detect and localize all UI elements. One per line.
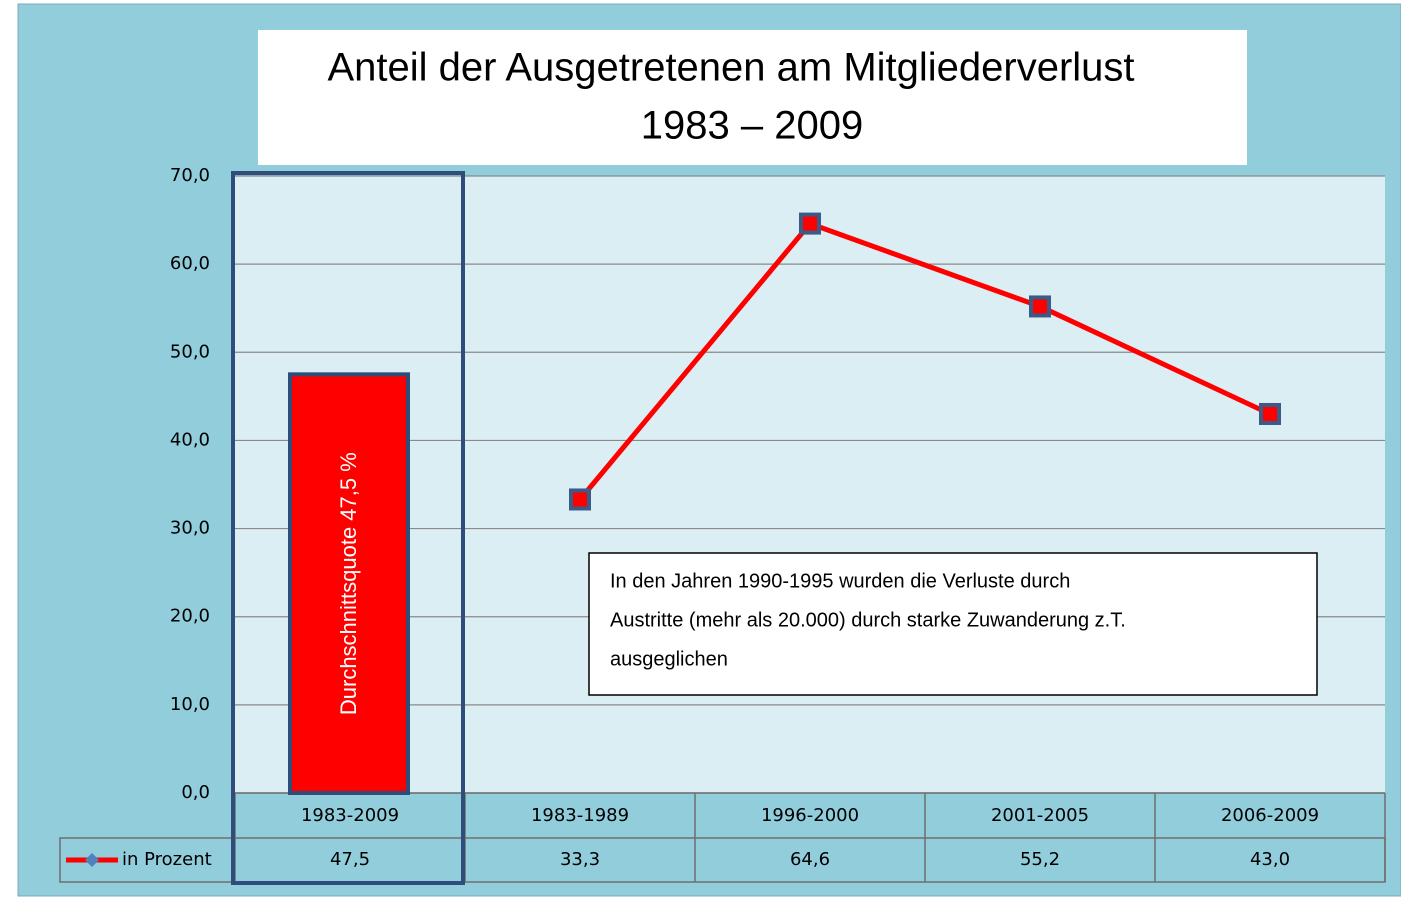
annotation: In den Jahren 1990-1995 wurden die Verlu… (610, 570, 1126, 670)
annotation-line: In den Jahren 1990-1995 wurden die Verlu… (610, 570, 1070, 592)
marker (569, 488, 591, 511)
title-box (258, 30, 1247, 165)
x-tick-label: 1983-2009 (301, 805, 399, 826)
marks: Durchschnittsquote 47,5 % (288, 212, 1281, 795)
x-tick-label: 1983-1989 (531, 805, 629, 826)
y-tick-label: 60,0 (170, 253, 210, 274)
highlight-frame (231, 171, 465, 885)
annotation-line: Austritte (mehr als 20.000) durch starke… (610, 609, 1126, 631)
data-table-value: 43,0 (1250, 849, 1290, 870)
y-tick-label: 30,0 (170, 518, 210, 539)
annotation-line: ausgeglichen (610, 648, 728, 670)
annotation-box (588, 552, 1318, 696)
chart-subtitle: 1983 – 2009 (641, 104, 863, 148)
y-tick-label: 0,0 (181, 782, 210, 803)
grid: 0,0 10,0 20,0 30,0 40,0 50,0 60,0 70,0 (170, 165, 1385, 803)
data-table-value: 64,6 (790, 849, 830, 870)
bar (288, 372, 410, 795)
legend-label: in Prozent (122, 849, 212, 870)
marker (1259, 402, 1281, 425)
data-table-value: 33,3 (560, 849, 600, 870)
legend-key-marker (85, 853, 99, 867)
y-tick-label: 70,0 (170, 165, 210, 186)
data-table-value: 47,5 (330, 849, 370, 870)
y-tick-label: 40,0 (170, 429, 210, 450)
y-tick-label: 10,0 (170, 694, 210, 715)
x-tick-label: 2006-2009 (1221, 805, 1319, 826)
data-table-value: 55,2 (1020, 849, 1060, 870)
marker (799, 212, 821, 235)
marker (1029, 295, 1051, 318)
y-tick-label: 50,0 (170, 341, 210, 362)
bar-label: Durchschnittsquote 47,5 % (336, 452, 361, 715)
line (578, 221, 1272, 502)
chart-title: Anteil der Ausgetretenen am Mitgliederve… (327, 46, 1134, 90)
x-tick-label: 2001-2005 (991, 805, 1089, 826)
y-tick-label: 20,0 (170, 606, 210, 627)
x-tick-label: 1996-2000 (761, 805, 859, 826)
